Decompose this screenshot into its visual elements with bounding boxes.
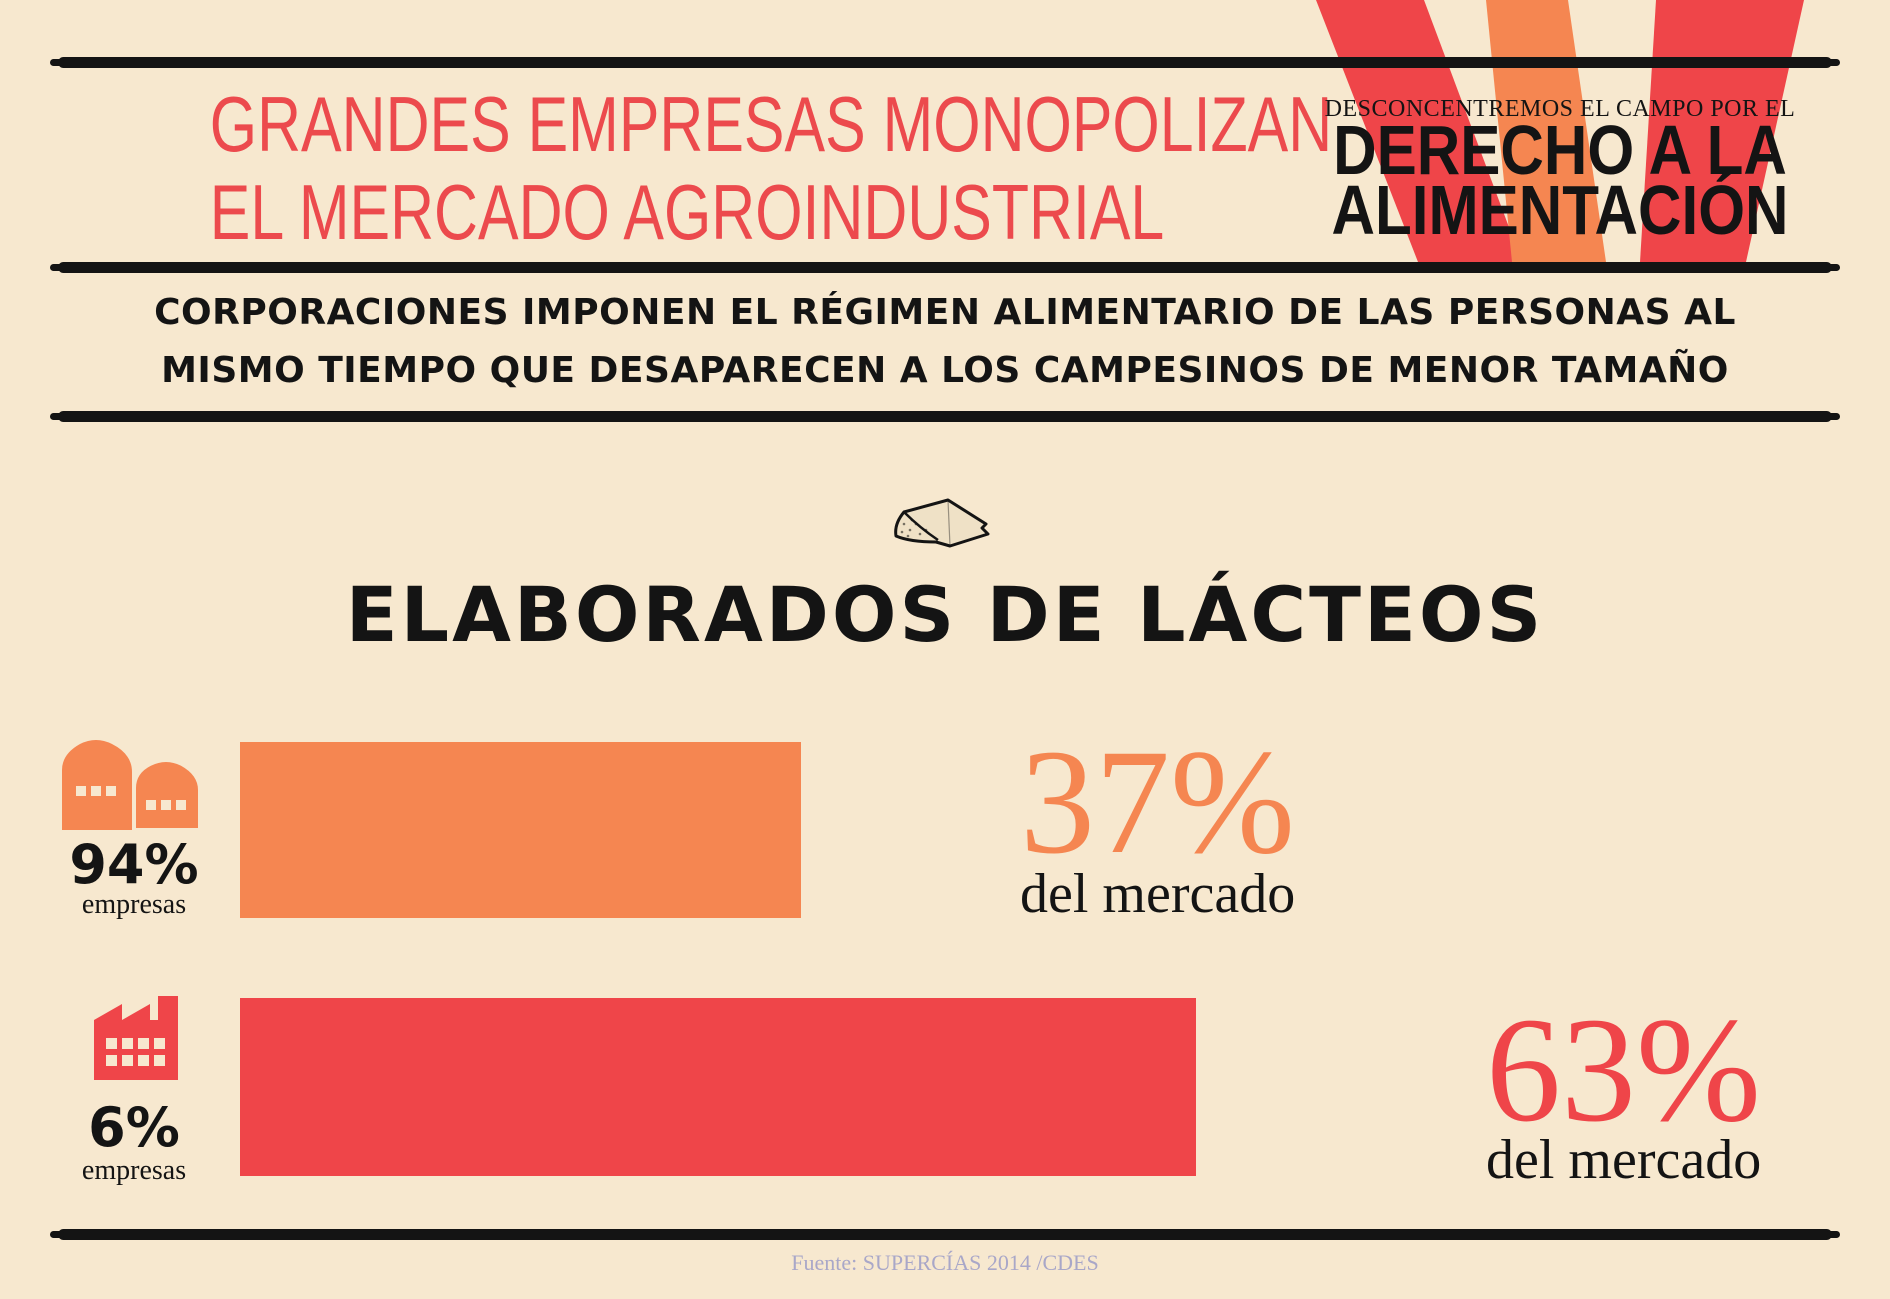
houses-icon: [62, 740, 202, 832]
brand-headline: DERECHO A LA ALIMENTACIÓN: [1319, 111, 1801, 249]
footer-rule: [50, 1229, 1840, 1240]
subtitle-line-2: MISMO TIEMPO QUE DESAPARECEN A LOS CAMPE…: [161, 350, 1729, 391]
value-label-small: 37%: [1020, 719, 1295, 885]
brand-line-2: ALIMENTACIÓN: [1331, 171, 1789, 249]
cheese-icon: [894, 498, 990, 548]
brand-pretext: DESCONCENTREMOS EL CAMPO POR EL: [1324, 96, 1796, 122]
group-pct-large: 6%: [88, 1096, 180, 1159]
group-label-large: empresas: [81, 1155, 187, 1186]
title-line-1: GRANDES EMPRESAS MONOPOLIZAN: [209, 80, 1333, 168]
header-bottom-rule: [50, 262, 1840, 273]
value-label-large: 63%: [1486, 987, 1761, 1153]
chart-title: ELABORADOS DE LÁCTEOS: [345, 570, 1545, 659]
group-pct-small: 94%: [69, 833, 199, 896]
title-line-2: EL MERCADO AGROINDUSTRIAL: [209, 168, 1165, 256]
bar-large-companies: [240, 998, 1196, 1176]
factory-icon: [94, 996, 178, 1080]
bar-small-companies: [240, 742, 801, 918]
top-rule: [50, 57, 1840, 68]
value-caption-large: del mercado: [1486, 1129, 1762, 1191]
subtitle-bottom-rule: [50, 411, 1840, 422]
subtitle-line-1: CORPORACIONES IMPONEN EL RÉGIMEN ALIMENT…: [154, 292, 1736, 333]
source-note: Fuente: SUPERCÍAS 2014 /CDES: [791, 1250, 1099, 1275]
subtitle: CORPORACIONES IMPONEN EL RÉGIMEN ALIMENT…: [40, 284, 1850, 400]
page-title: GRANDES EMPRESAS MONOPOLIZAN EL MERCADO …: [209, 80, 1333, 256]
group-label-small: empresas: [81, 889, 187, 920]
value-caption-small: del mercado: [1020, 863, 1296, 925]
brand-line-1: DERECHO A LA: [1333, 111, 1787, 189]
